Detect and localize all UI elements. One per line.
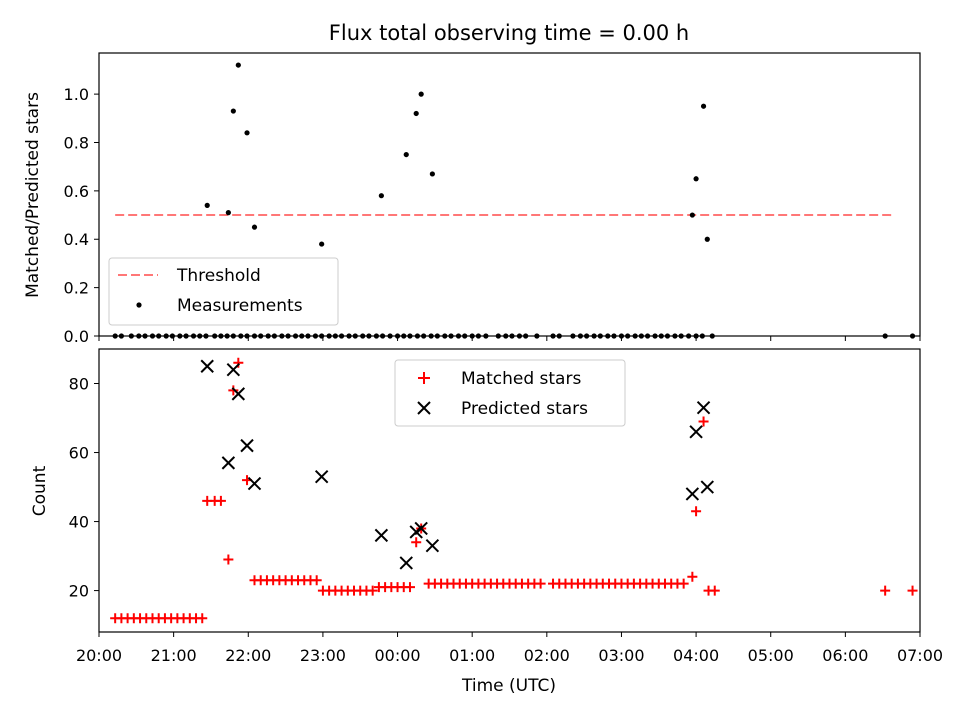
bottom-legend: Matched stars Predicted stars [394,359,626,427]
predicted-star-point [221,456,236,470]
x-tick-label: 23:00 [300,646,346,665]
top-ticks: 0.0 0.2 0.4 0.6 0.8 1.0 [64,85,921,346]
x-tick-label: 06:00 [822,646,868,665]
legend-matched-swatch [418,372,430,384]
predicted-star-point [689,425,703,439]
predicted-star-point [231,387,246,401]
legend-matched-label: Matched stars [461,369,581,389]
predicted-star-point [240,438,254,453]
top-plot-area [98,52,921,337]
x-tick-label: 05:00 [748,646,794,665]
measurement-point [704,236,710,242]
x-axis-label: Time (UTC) [461,676,556,696]
legend-predicted-swatch [417,401,431,415]
measurement-point [244,130,250,136]
measurement-point [403,151,409,158]
measurement-point [235,62,241,68]
predicted-star-point [425,539,440,553]
matched-star-point [411,537,422,548]
top-legend-box [108,257,339,326]
x-tick-label: 00:00 [374,646,420,665]
top-y-tick-label: 0.8 [64,133,89,152]
x-tick-label: 01:00 [449,646,495,665]
x-tick-label: 21:00 [151,646,197,665]
bottom-y-tick-label: 20 [69,582,89,601]
bottom-legend-box [394,359,626,427]
x-tick-label: 02:00 [524,646,570,665]
top-y-tick-label: 1.0 [64,85,89,104]
bottom-y-axis-label: Count [30,465,50,516]
measurement-point [700,103,707,109]
measurement-point [693,176,699,182]
x-tick-label: 22:00 [225,646,271,665]
bottom-marks [110,357,918,624]
measurement-point [225,210,231,216]
matched-star-point [233,357,244,368]
predicted-star-point [314,469,329,484]
legend-predicted-label: Predicted stars [461,399,588,419]
measurement-point [418,91,424,97]
measurement-point [689,212,695,218]
chart-title: Flux total observing time = 0.00 h [329,21,689,45]
measurement-point [319,241,325,247]
predicted-star-point [696,400,711,415]
top-y-tick-label: 0.4 [64,230,89,249]
top-y-tick-label: 0.0 [64,327,89,346]
measurement-point [429,171,435,177]
matched-star-point [678,578,689,589]
predicted-star-point [200,359,214,373]
matched-star-point [709,585,720,596]
predicted-star-point [247,476,262,491]
matched-star-point [197,613,208,624]
x-tick-label: 20:00 [76,646,122,665]
x-tick-label: 03:00 [598,646,644,665]
predicted-star-point [414,521,428,536]
measurement-point [230,108,236,114]
matched-star-point [228,385,239,396]
matched-star-point [687,571,698,582]
bottom-y-tick-label: 60 [69,444,89,463]
legend-threshold-label: Threshold [176,266,261,286]
predicted-star-point [685,487,700,501]
predicted-star-point [374,528,389,543]
matched-star-point [907,585,918,596]
matched-star-point [311,575,322,586]
bottom-panel: 20:00 21:00 22:00 23:00 00:00 01:00 02:00 03:00… [30,348,943,696]
bottom-ticks: 20:00 21:00 22:00 23:00 00:00 01:00 02:00 03:00… [69,375,943,665]
predicted-star-point [399,556,413,570]
x-tick-label: 04:00 [673,646,719,665]
measurement-point [204,202,210,208]
bottom-y-tick-label: 40 [69,513,89,532]
top-y-tick-label: 0.2 [64,279,89,298]
measurement-point [251,224,258,230]
legend-measurements-swatch [136,302,142,308]
top-y-axis-label: Matched/Predicted stars [23,92,43,298]
top-panel: 0.0 0.2 0.4 0.6 0.8 1.0 Matched/Predicted sta… [23,52,921,346]
top-legend: Threshold Measurements [108,257,339,326]
matched-star-point [223,554,234,565]
top-y-tick-label: 0.6 [64,182,89,201]
legend-measurements-label: Measurements [177,296,303,316]
matched-star-point [535,578,546,589]
x-tick-label: 07:00 [897,646,943,665]
predicted-star-point [226,362,241,377]
matched-star-point [367,585,378,596]
matched-star-point [404,582,415,593]
bottom-y-tick-label: 80 [69,375,89,394]
matched-star-point [880,585,891,596]
bottom-plot-area [98,348,921,633]
matched-star-point [698,416,709,427]
measurement-point [413,110,419,117]
matched-star-point [691,506,702,517]
predicted-star-point [700,480,714,494]
matched-star-point [215,495,226,506]
measurement-point [378,193,384,199]
